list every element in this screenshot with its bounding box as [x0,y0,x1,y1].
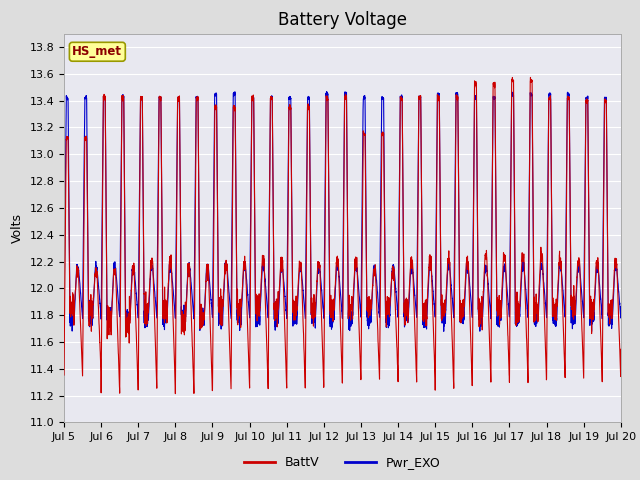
Title: Battery Voltage: Battery Voltage [278,11,407,29]
Y-axis label: Volts: Volts [11,213,24,243]
Legend: BattV, Pwr_EXO: BattV, Pwr_EXO [239,452,446,474]
Text: HS_met: HS_met [72,45,122,58]
